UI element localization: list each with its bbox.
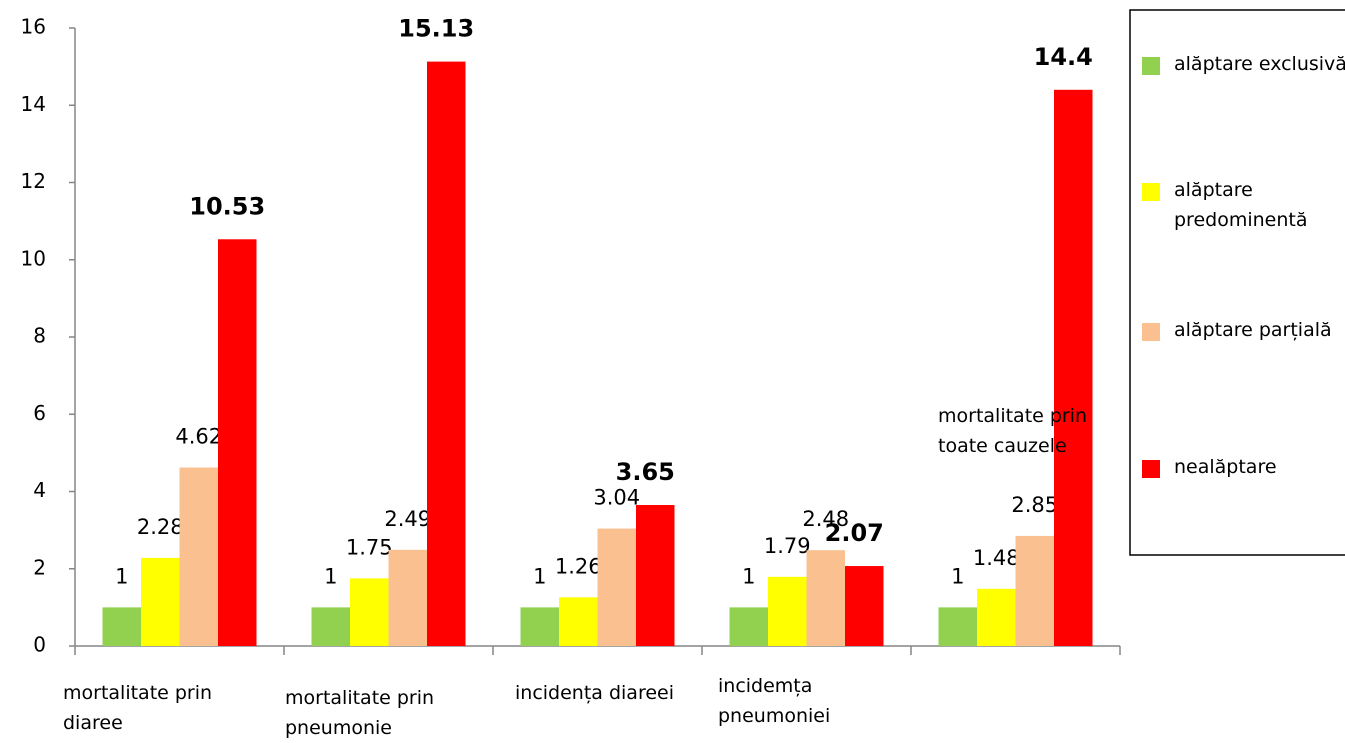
data-label: 1 bbox=[951, 564, 964, 588]
y-tick-label: 10 bbox=[21, 246, 46, 270]
bar bbox=[141, 557, 180, 646]
bar bbox=[597, 528, 636, 646]
bar bbox=[311, 607, 350, 646]
legend-box bbox=[1129, 9, 1345, 556]
bar bbox=[520, 607, 559, 646]
y-tick-label: 8 bbox=[33, 324, 46, 348]
bar bbox=[806, 550, 845, 646]
bar bbox=[350, 578, 389, 646]
data-label: 2.85 bbox=[1011, 493, 1058, 517]
y-tick-label: 2 bbox=[33, 555, 46, 579]
legend-swatch bbox=[1142, 183, 1160, 201]
legend-label: alăptare parțială bbox=[1174, 319, 1332, 341]
data-label: 10.53 bbox=[189, 192, 265, 220]
data-label: 14.4 bbox=[1034, 43, 1093, 71]
data-label: 2.28 bbox=[137, 515, 184, 539]
legend-label: alăptare predominentă bbox=[1174, 179, 1308, 231]
y-tick-label: 4 bbox=[33, 478, 46, 502]
x-tick-label: mortalitate prin diaree bbox=[63, 682, 213, 734]
bar bbox=[1015, 535, 1054, 646]
data-label: 3.65 bbox=[616, 458, 675, 486]
bar bbox=[559, 597, 598, 646]
data-label: 2.49 bbox=[384, 507, 431, 531]
bar bbox=[977, 588, 1016, 646]
x-tick-label: mortalitate prin pneumonie bbox=[285, 687, 435, 739]
bar bbox=[218, 239, 257, 646]
data-label: 15.13 bbox=[398, 15, 474, 43]
data-label: 1.26 bbox=[555, 554, 602, 578]
data-label: 2.07 bbox=[825, 519, 884, 547]
y-tick-label: 6 bbox=[33, 401, 46, 425]
x-tick-label: mortalitate prin toate cauzele bbox=[938, 405, 1088, 457]
x-tick-label: incidența diareei bbox=[515, 682, 675, 704]
bar bbox=[768, 576, 807, 646]
data-label: 3.04 bbox=[593, 486, 640, 510]
data-label: 1.48 bbox=[973, 546, 1020, 570]
legend-swatch bbox=[1142, 57, 1160, 75]
bar bbox=[729, 607, 768, 646]
data-label: 1 bbox=[324, 564, 337, 588]
y-tick-label: 0 bbox=[33, 633, 46, 657]
bar bbox=[845, 566, 884, 646]
data-label: 2.48 bbox=[802, 507, 849, 531]
x-tick-label: incidemța pneumoniei bbox=[718, 675, 831, 727]
bar bbox=[938, 607, 977, 646]
bar bbox=[388, 549, 427, 646]
y-tick-label: 12 bbox=[21, 169, 46, 193]
bar bbox=[1054, 89, 1093, 647]
y-tick-label: 14 bbox=[21, 92, 46, 116]
bar bbox=[102, 607, 141, 646]
bar bbox=[636, 505, 675, 646]
data-label: 4.62 bbox=[175, 425, 222, 449]
legend-swatch bbox=[1142, 323, 1160, 341]
data-label: 1 bbox=[533, 564, 546, 588]
data-label: 1.75 bbox=[346, 535, 393, 559]
legend-label: alăptare exclusivă bbox=[1174, 53, 1345, 75]
data-label: 1.79 bbox=[764, 534, 811, 558]
bar bbox=[179, 467, 218, 646]
data-label: 1 bbox=[742, 564, 755, 588]
y-tick-label: 16 bbox=[21, 15, 46, 39]
data-label: 1 bbox=[115, 564, 128, 588]
legend-label: nealăptare bbox=[1174, 456, 1277, 478]
bar bbox=[427, 61, 466, 646]
legend-swatch bbox=[1142, 460, 1160, 478]
